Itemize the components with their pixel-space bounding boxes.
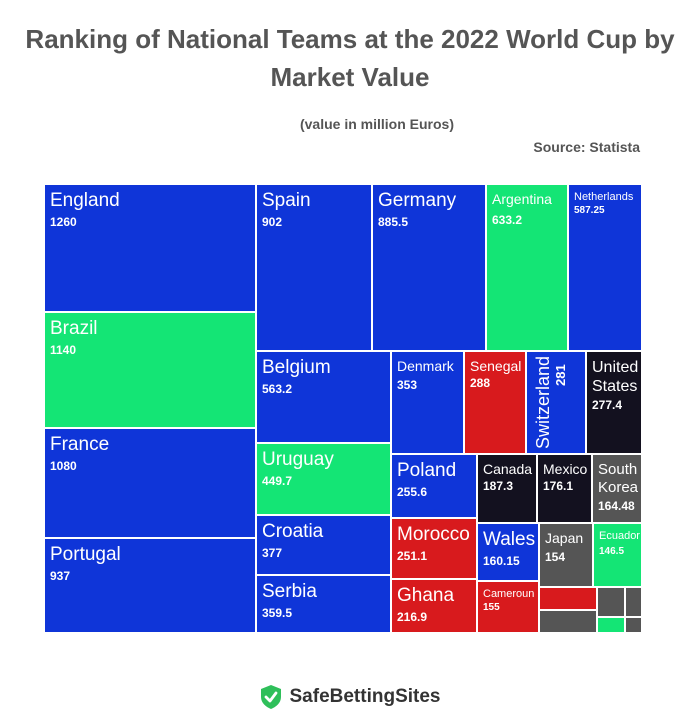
treemap-tile: Denmark 353 (391, 351, 464, 454)
tile-label: Denmark (397, 358, 454, 374)
tile-label: Japan (545, 530, 584, 546)
treemap-tile: Mexico 176.1 (537, 454, 592, 523)
tile-value: 255.6 (397, 485, 428, 499)
treemap-tile: Ghana 216.9 (391, 579, 477, 633)
chart-title: Ranking of National Teams at the 2022 Wo… (0, 20, 700, 96)
treemap-tile: Germany 885.5 (372, 184, 486, 351)
tile-value: 359.5 (262, 606, 293, 620)
treemap-tile: Portugal 937 (44, 538, 256, 633)
treemap-tile: Netherlands 587.25 (568, 184, 642, 351)
treemap-tile: Wales 160.15 (477, 523, 539, 581)
tile-value: 1140 (50, 343, 77, 357)
tile-label: Argentina (492, 191, 552, 207)
treemap-tile: Uruguay 449.7 (256, 443, 391, 515)
treemap-tile: Poland 255.6 (391, 454, 477, 518)
tile-label: Belgium (262, 357, 331, 378)
treemap-tile-unlabeled (597, 587, 625, 617)
tile-label: Uruguay (262, 449, 334, 470)
tile-value: 1080 (50, 459, 77, 473)
treemap-tile: Japan 154 (539, 523, 593, 587)
tile-value: 164.48 (598, 499, 635, 513)
tile-value: 563.2 (262, 382, 293, 396)
tile-value: 146.5 (599, 546, 625, 557)
treemap-tile: South Korea 164.48 (592, 454, 642, 523)
tile-label: Canada (483, 461, 533, 477)
treemap-tile: Morocco 251.1 (391, 518, 477, 579)
treemap-tile: Belgium 563.2 (256, 351, 391, 443)
tile-value: 1260 (50, 215, 77, 229)
treemap-tile: Senegal 288 (464, 351, 526, 454)
tile-value: 277.4 (592, 398, 623, 412)
tile-value: 216.9 (397, 610, 428, 624)
tile-label: Ghana (397, 585, 455, 606)
source-label: Source: Statista (533, 139, 640, 155)
tile-value: 633.2 (492, 213, 523, 227)
tile-label: Cameroun (483, 588, 535, 600)
tile-label: Serbia (262, 581, 317, 602)
treemap-tile-unlabeled (597, 617, 625, 633)
tile-value: 353 (397, 378, 418, 392)
treemap-tile: Canada 187.3 (477, 454, 537, 523)
tile-label: Spain (262, 190, 311, 211)
tile-label: Senegal (470, 358, 522, 374)
tile-value: 377 (262, 546, 283, 560)
treemap-tile: Switzerland 281 (526, 351, 586, 454)
tile-value: 155 (483, 602, 500, 613)
tile-label: Morocco (397, 524, 470, 545)
tile-label: Germany (378, 190, 457, 211)
tile-value: 281 (553, 364, 568, 386)
chart-subtitle: (value in million Euros) (299, 116, 455, 132)
treemap: England 1260 Brazil 1140 France 1080 Portugal 9… (44, 184, 642, 633)
tile-label: England (50, 190, 120, 211)
treemap-tile: Argentina 633.2 (486, 184, 568, 351)
tile-value: 587.25 (574, 205, 605, 216)
tile-label: Poland (397, 460, 457, 481)
treemap-tile: Cameroun 155 (477, 581, 539, 633)
tile-value: 160.15 (483, 554, 520, 568)
tile-label: Brazil (50, 318, 98, 339)
tile-label: Netherlands (574, 191, 634, 203)
treemap-tile: England 1260 (44, 184, 256, 312)
treemap-tile: United States 277.4 (586, 351, 642, 454)
tile-label: Croatia (262, 521, 324, 542)
shield-check-icon (260, 685, 281, 709)
tile-value: 902 (262, 215, 283, 229)
chart-title-line-1: Ranking of National Teams at the 2022 Wo… (25, 24, 675, 54)
chart-title-line-2: Market Value (270, 62, 430, 92)
treemap-tile-unlabeled (539, 587, 597, 610)
tile-value: 885.5 (378, 215, 409, 229)
treemap-tile-unlabeled (625, 617, 642, 633)
tile-value: 176.1 (543, 479, 574, 493)
treemap-tile: Brazil 1140 (44, 312, 256, 428)
tile-value: 154 (545, 550, 566, 564)
tile-label: Mexico (543, 461, 588, 477)
treemap-tile: Spain 902 (256, 184, 372, 351)
tile-label: Wales (483, 529, 536, 550)
tile-label: South Korea (598, 461, 639, 496)
tile-label: Switzerland (533, 355, 553, 449)
tile-label: Portugal (50, 544, 121, 565)
tile-label: France (50, 434, 110, 455)
brand-logo: SafeBettingSites (0, 684, 700, 710)
brand-name: SafeBettingSites (289, 686, 441, 707)
tile-value: 449.7 (262, 474, 293, 488)
tile-value: 288 (470, 376, 491, 390)
tile-label: Ecuador (599, 530, 640, 542)
treemap-tile-unlabeled (539, 610, 597, 633)
treemap-tile: Serbia 359.5 (256, 575, 391, 633)
treemap-tile: Croatia 377 (256, 515, 391, 575)
tile-value: 937 (50, 569, 71, 583)
treemap-tile: France 1080 (44, 428, 256, 538)
treemap-tile-unlabeled (625, 587, 642, 617)
tile-value: 187.3 (483, 479, 514, 493)
tile-label: United States (592, 359, 639, 395)
tile-value: 251.1 (397, 549, 428, 563)
treemap-tile: Ecuador 146.5 (593, 523, 642, 587)
